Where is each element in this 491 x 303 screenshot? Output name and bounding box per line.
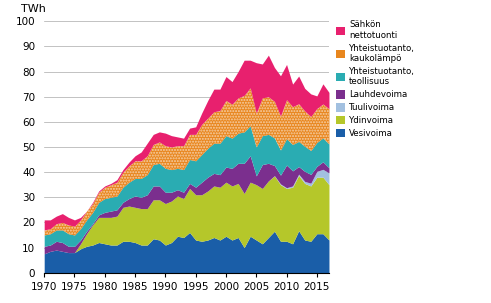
Text: TWh: TWh [22,4,46,14]
Legend: Sähkön
nettotuonti, Yhteistuotanto,
kaukolämpö, Yhteistuotanto,
teollisuus, Lauh: Sähkön nettotuonti, Yhteistuotanto, kauk… [336,21,415,138]
